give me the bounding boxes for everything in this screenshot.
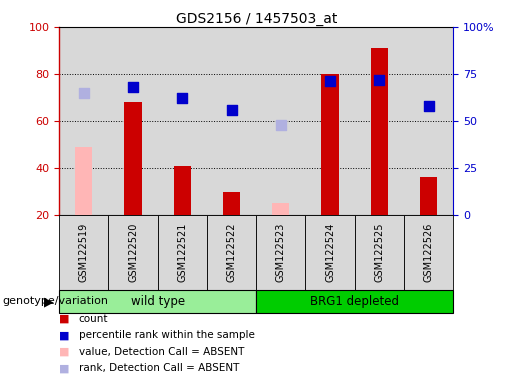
Text: percentile rank within the sample: percentile rank within the sample — [79, 330, 255, 340]
Bar — [355, 27, 404, 215]
Point — [178, 95, 186, 101]
Text: GSM122524: GSM122524 — [325, 223, 335, 282]
Text: GSM122523: GSM122523 — [276, 223, 286, 282]
Bar — [223, 192, 240, 215]
Bar — [75, 147, 93, 215]
Text: GSM122519: GSM122519 — [79, 223, 89, 282]
Text: count: count — [79, 314, 108, 324]
Bar — [158, 27, 207, 215]
Text: ▶: ▶ — [44, 295, 54, 308]
Text: value, Detection Call = ABSENT: value, Detection Call = ABSENT — [79, 347, 244, 357]
Text: GSM122521: GSM122521 — [177, 223, 187, 282]
Text: genotype/variation: genotype/variation — [3, 296, 109, 306]
Bar — [321, 74, 339, 215]
Point — [228, 107, 236, 113]
Bar — [207, 27, 256, 215]
Bar — [109, 27, 158, 215]
Point — [129, 84, 137, 90]
Point — [277, 122, 285, 128]
Point — [326, 78, 334, 84]
Title: GDS2156 / 1457503_at: GDS2156 / 1457503_at — [176, 12, 337, 26]
Text: BRG1 depleted: BRG1 depleted — [310, 295, 399, 308]
Text: ■: ■ — [59, 330, 70, 340]
Text: GSM122522: GSM122522 — [227, 223, 236, 282]
Bar — [371, 48, 388, 215]
Bar — [272, 203, 289, 215]
Text: GSM122525: GSM122525 — [374, 223, 384, 282]
Bar — [174, 166, 191, 215]
Bar — [256, 27, 305, 215]
Bar — [59, 27, 109, 215]
Point — [375, 76, 384, 83]
Text: ■: ■ — [59, 314, 70, 324]
Bar — [404, 27, 453, 215]
Text: GSM122520: GSM122520 — [128, 223, 138, 282]
Bar — [125, 102, 142, 215]
Point — [80, 90, 88, 96]
Text: ■: ■ — [59, 347, 70, 357]
Text: GSM122526: GSM122526 — [423, 223, 434, 282]
Point — [424, 103, 433, 109]
Text: rank, Detection Call = ABSENT: rank, Detection Call = ABSENT — [79, 363, 239, 373]
Bar — [305, 27, 355, 215]
Text: ■: ■ — [59, 363, 70, 373]
Bar — [420, 177, 437, 215]
Text: wild type: wild type — [131, 295, 185, 308]
